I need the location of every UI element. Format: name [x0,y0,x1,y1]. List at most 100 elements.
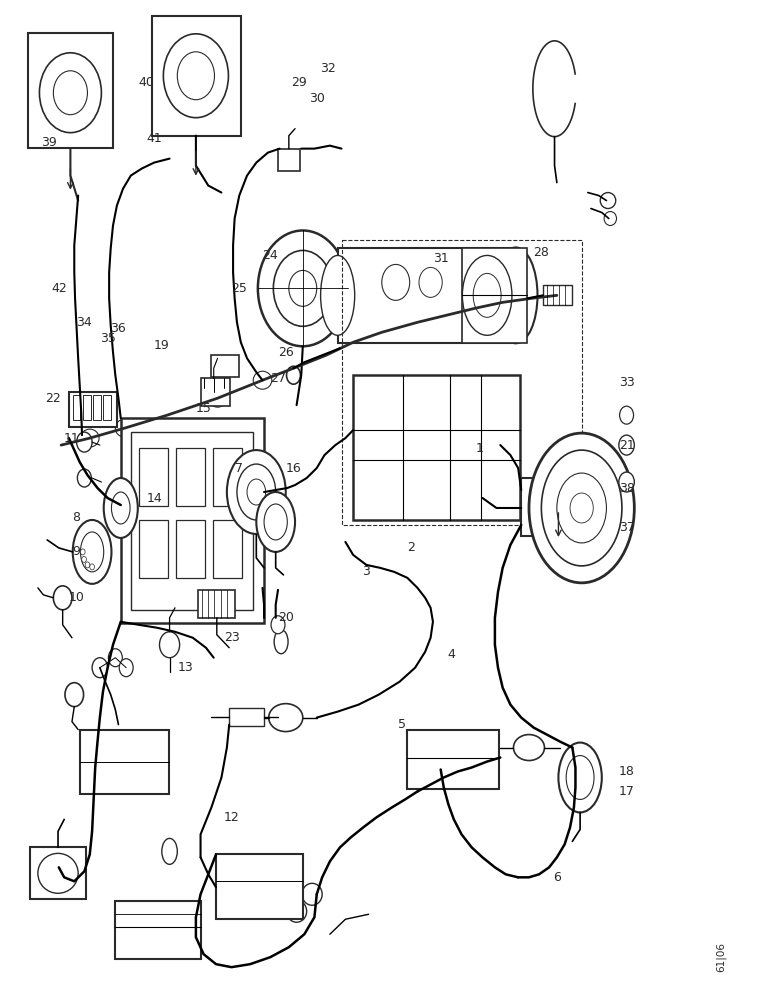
Ellipse shape [529,433,634,583]
Bar [131,432,253,610]
Ellipse shape [557,473,606,543]
Bar [200,378,230,406]
Text: 26: 26 [278,346,293,359]
Ellipse shape [247,479,265,505]
Text: 37: 37 [618,521,635,534]
Ellipse shape [286,366,300,384]
Bar [521,478,595,536]
Bar [121,418,264,623]
Ellipse shape [274,630,288,654]
Ellipse shape [92,658,108,678]
Ellipse shape [320,255,355,335]
Bar [28,33,113,148]
Text: 8: 8 [73,511,81,524]
Text: 7: 7 [235,462,243,475]
Text: 30: 30 [309,92,324,105]
Ellipse shape [90,564,95,570]
Ellipse shape [164,34,228,118]
Text: 15: 15 [196,402,212,415]
Bar [216,854,303,919]
Ellipse shape [271,616,285,634]
Bar [211,355,238,377]
Ellipse shape [559,743,602,812]
Bar [229,708,264,726]
Text: 61|06: 61|06 [715,942,726,972]
Text: 25: 25 [231,282,248,295]
Ellipse shape [264,504,287,540]
Ellipse shape [77,432,92,452]
Text: 42: 42 [51,282,67,295]
Ellipse shape [160,632,179,658]
Text: 16: 16 [286,462,301,475]
Text: 35: 35 [99,332,116,345]
Ellipse shape [116,419,134,437]
Ellipse shape [81,429,99,447]
Ellipse shape [54,586,72,610]
Ellipse shape [302,883,322,905]
Text: 4: 4 [448,648,456,661]
Ellipse shape [227,450,286,534]
Text: 32: 32 [320,62,335,75]
Ellipse shape [81,532,104,572]
Bar [116,901,200,959]
Text: 27: 27 [270,372,286,385]
Ellipse shape [258,230,348,346]
Text: 31: 31 [433,252,449,265]
Text: 17: 17 [618,785,635,798]
Ellipse shape [570,493,594,523]
Ellipse shape [256,492,295,552]
Ellipse shape [162,838,177,864]
Ellipse shape [601,193,615,209]
Text: 3: 3 [362,565,370,578]
Ellipse shape [81,549,85,555]
Ellipse shape [85,562,90,568]
Ellipse shape [237,464,275,520]
Bar [103,395,111,420]
Text: 36: 36 [110,322,126,335]
Ellipse shape [78,469,92,487]
Ellipse shape [618,435,634,455]
Ellipse shape [120,659,133,677]
Text: 6: 6 [553,871,561,884]
Ellipse shape [81,556,86,562]
Bar [73,395,81,420]
Text: 33: 33 [618,376,635,389]
Ellipse shape [494,247,538,343]
Text: 41: 41 [146,132,162,145]
Text: 2: 2 [407,541,415,554]
Ellipse shape [38,853,78,893]
Text: 39: 39 [41,136,57,149]
Text: 18: 18 [618,765,635,778]
Bar [80,730,169,794]
Text: 9: 9 [73,545,81,558]
Text: 22: 22 [46,392,61,405]
Ellipse shape [605,212,616,225]
Ellipse shape [273,250,332,326]
Text: 10: 10 [68,591,85,604]
Ellipse shape [382,264,410,300]
Ellipse shape [73,520,112,584]
Text: 5: 5 [398,718,406,731]
Ellipse shape [566,756,594,799]
Bar [462,248,528,343]
Text: 12: 12 [223,811,240,824]
Ellipse shape [618,472,634,492]
Text: 40: 40 [138,76,154,89]
Bar [83,395,91,420]
Bar [69,392,117,427]
Bar [341,240,582,525]
Text: 19: 19 [154,339,170,352]
Bar [338,248,516,343]
Ellipse shape [473,273,501,317]
Ellipse shape [514,735,545,761]
Bar [198,590,235,618]
Bar [353,375,520,520]
Text: 34: 34 [77,316,92,329]
Ellipse shape [289,270,317,306]
Text: 14: 14 [146,492,162,505]
Bar [152,16,241,136]
Ellipse shape [104,478,138,538]
Ellipse shape [268,704,303,732]
Bar [139,448,168,506]
Text: 11: 11 [64,432,80,445]
